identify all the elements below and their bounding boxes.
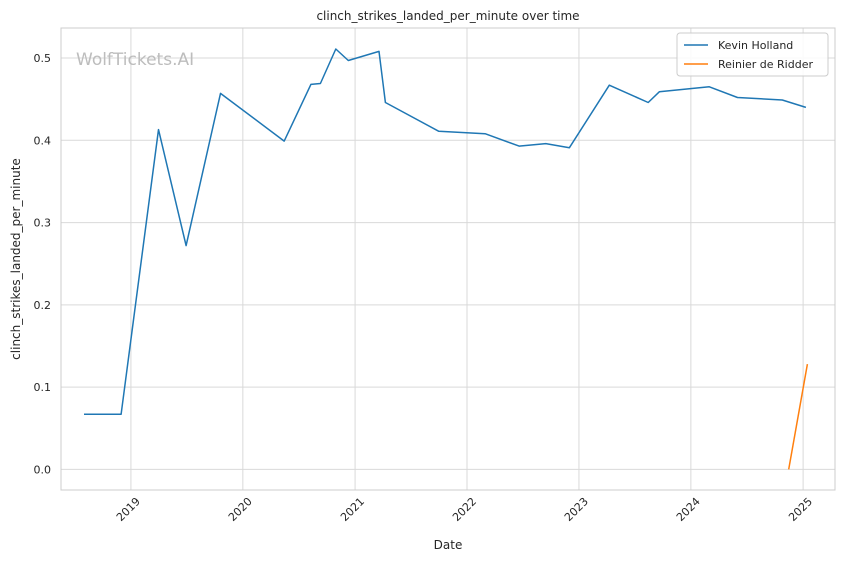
x-axis-title: Date: [434, 538, 463, 552]
series-lines: [83, 48, 809, 470]
watermark: WolfTickets.AI: [76, 50, 194, 70]
x-tick-label: 2025: [786, 495, 815, 524]
x-tick-label: 2020: [226, 495, 255, 524]
legend-label-reinier-de-ridder: Reinier de Ridder: [718, 58, 813, 71]
y-tick-label: 0.3: [34, 217, 52, 230]
chart-title: clinch_strikes_landed_per_minute over ti…: [316, 9, 579, 23]
series-line-reinier-de-ridder: [787, 363, 809, 470]
plot-area-frame: [60, 27, 836, 491]
x-tick-label: 2021: [338, 495, 367, 524]
x-tick-label: 2022: [450, 495, 479, 524]
x-axis-ticks: 2019 2020 2021 2022 2023 2024 2025: [114, 495, 815, 524]
y-tick-label: 0.1: [34, 381, 52, 394]
x-tick-label: 2024: [674, 495, 703, 524]
legend-box: [676, 32, 829, 77]
legend-label-kevin-holland: Kevin Holland: [718, 39, 793, 52]
y-tick-label: 0.2: [34, 299, 52, 312]
y-tick-label: 0.0: [34, 463, 52, 476]
y-axis-title: clinch_strikes_landed_per_minute: [9, 158, 23, 360]
x-tick-label: 2019: [114, 495, 143, 524]
y-tick-label: 0.4: [34, 134, 52, 147]
grid: [61, 28, 835, 490]
x-tick-label: 2023: [562, 495, 591, 524]
y-tick-label: 0.5: [34, 52, 52, 65]
series-line-kevin-holland: [84, 48, 807, 416]
y-axis-ticks: 0.0 0.1 0.2 0.3 0.4 0.5: [34, 52, 52, 476]
legend: Kevin Holland Reinier de Ridder: [676, 32, 829, 77]
